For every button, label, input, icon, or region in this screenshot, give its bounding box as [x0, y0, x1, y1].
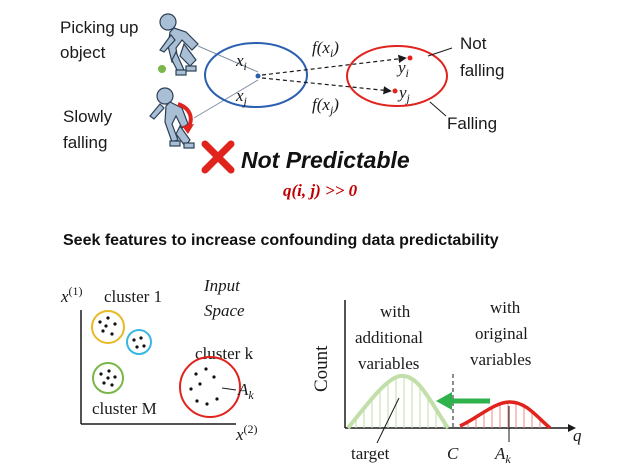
not-falling-label-line1: Not	[460, 34, 487, 53]
section-heading: Seek features to increase confounding da…	[63, 232, 499, 249]
input-space-label-line1: Input	[203, 276, 241, 295]
target-distribution-fill	[348, 375, 448, 428]
not-predictable-label: Not Predictable	[241, 147, 410, 173]
f-xj-label: f(xj)	[312, 95, 339, 117]
xj-label: xj	[235, 86, 248, 108]
target-leader	[376, 397, 400, 444]
original-distribution-curve	[459, 400, 552, 430]
input-point	[255, 73, 261, 79]
slowly-falling-label-line1: Slowly	[63, 107, 113, 126]
input-space-panel: x(1) x(2) cluster 1 Input Space cluster …	[60, 276, 258, 444]
falling-figure-icon	[149, 87, 195, 149]
cluster-2-circle	[126, 329, 152, 355]
not-falling-leader	[427, 47, 453, 57]
mapping-arrow-xj	[261, 77, 392, 95]
connector-line-top	[197, 45, 259, 73]
cross-mark-icon	[201, 140, 235, 174]
cluster-m-circle	[92, 362, 124, 394]
cluster-1-label: cluster 1	[104, 287, 162, 306]
with-additional-line1: with	[380, 302, 411, 321]
picking-up-figure-icon	[159, 13, 199, 76]
picking-up-label-line2: object	[60, 43, 106, 62]
ak-leader-left	[221, 387, 237, 391]
yj-point	[392, 88, 398, 94]
shift-arrow-icon	[436, 392, 452, 410]
connector-line-bottom	[193, 79, 259, 119]
with-original-line2: original	[475, 324, 528, 343]
yi-label: yi	[396, 58, 409, 80]
falling-leader	[429, 101, 447, 117]
cluster-k-label: cluster k	[195, 344, 254, 363]
distribution-panel: Count q with additional variables with o…	[311, 298, 582, 466]
f-xi-label: f(xi)	[312, 38, 339, 60]
target-label: target	[351, 444, 390, 463]
yi-point	[407, 55, 413, 61]
with-original-line1: with	[490, 298, 521, 317]
cluster-k-circle	[179, 356, 241, 418]
mapping-arrow-xi	[261, 54, 407, 76]
xi-label: xi	[235, 51, 247, 73]
c-threshold-label: C	[447, 444, 459, 463]
cluster-1-circle	[91, 310, 125, 344]
ak-label-left: Ak	[237, 380, 254, 402]
object-dot-icon	[158, 65, 166, 73]
with-additional-line3: variables	[358, 354, 419, 373]
yj-label: yj	[397, 83, 411, 105]
ak-label-right: Ak	[494, 444, 511, 466]
count-axis-label: Count	[311, 345, 332, 392]
not-falling-label-line2: falling	[460, 61, 504, 80]
target-distribution-curve	[346, 373, 450, 430]
falling-arrowhead-icon	[182, 124, 194, 134]
y-axis-label: x(1)	[60, 284, 83, 306]
input-ellipse	[204, 42, 308, 108]
slowly-falling-label-line2: falling	[63, 133, 107, 152]
cluster-m-label: cluster M	[92, 399, 157, 418]
q-axis-label: q	[573, 426, 582, 445]
falling-label: Falling	[447, 114, 497, 133]
with-additional-line2: additional	[355, 328, 423, 347]
output-ellipse	[346, 45, 448, 107]
input-space-label-line2: Space	[204, 301, 245, 320]
cluster-points	[98, 316, 219, 406]
with-original-line3: variables	[470, 350, 531, 369]
picking-up-label-line1: Picking up	[60, 18, 138, 37]
q-formula: q(i, j) >> 0	[283, 181, 358, 200]
q-axis-arrowhead-icon	[568, 424, 576, 432]
x-axis-label: x(2)	[235, 422, 258, 444]
